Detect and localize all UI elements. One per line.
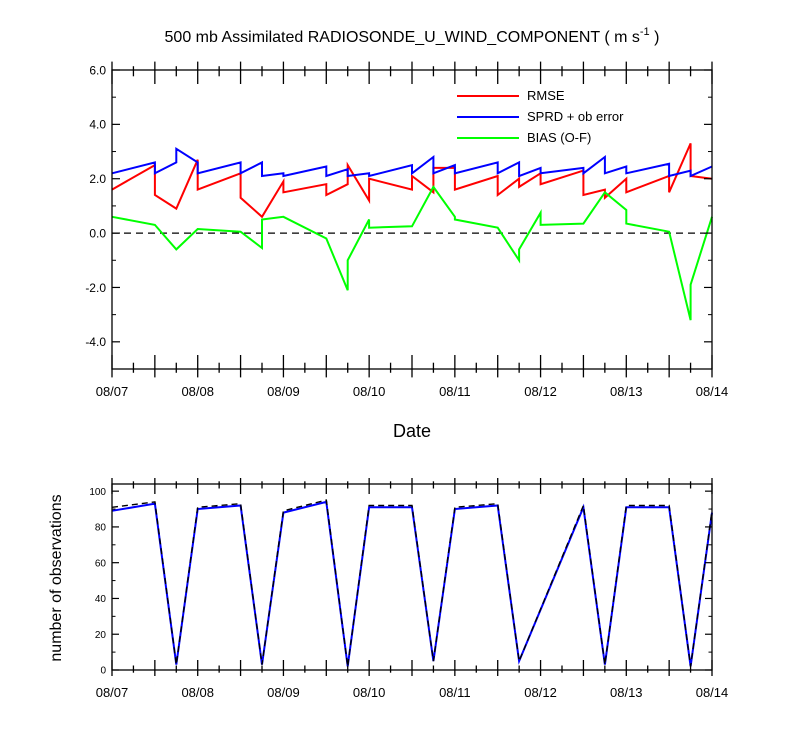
top-x-tick-label: 08/10	[353, 384, 386, 399]
bottom-axes-group: 0 20 40 60 80 100 08/07 08/08 08/09 08/10 08/11 08/…	[89, 478, 728, 700]
legend-label: BIAS (O-F)	[527, 130, 591, 145]
top-y-tick-label: 0.0	[89, 226, 106, 240]
legend-label: SPRD + ob error	[527, 109, 624, 124]
top-x-tick-label: 08/08	[181, 384, 214, 399]
bottom-y-tick-label: 0	[100, 666, 106, 677]
bottom-y-tick-label: 80	[95, 523, 107, 534]
top-y-tick-label: 4.0	[89, 118, 106, 132]
bottom-x-tick-label: 08/12	[524, 685, 557, 700]
chart-title-main: 500 mb Assimilated RADIOSONDE_U_WIND_COM…	[165, 29, 640, 46]
bottom-x-tick-label: 08/13	[610, 685, 643, 700]
top-series-group	[111, 142, 713, 321]
bottom-y-tick-label: 40	[95, 594, 107, 605]
top-x-tick-label: 08/12	[524, 384, 557, 399]
top-y-tick-label: -2.0	[85, 281, 106, 295]
top-x-tick-label: 08/13	[610, 384, 643, 399]
bottom-y-axis-label: number of observations	[48, 494, 65, 661]
top-x-tick-label: 08/11	[439, 384, 471, 399]
top-series-sprd-ob-error	[111, 146, 713, 178]
top-series-bias-o-f	[111, 185, 713, 321]
bottom-y-tick-label: 20	[95, 630, 107, 641]
top-x-tick-label: 08/09	[267, 384, 300, 399]
top-y-tick-label: 2.0	[89, 172, 106, 186]
bottom-y-tick-label: 60	[95, 558, 107, 569]
legend: RMSE SPRD + ob error BIAS (O-F)	[457, 88, 624, 145]
top-x-tick-label: 08/07	[96, 384, 129, 399]
chart-title-superscript: -1	[640, 26, 650, 38]
bottom-x-tick-label: 08/08	[181, 685, 214, 700]
bottom-series-total	[111, 499, 713, 667]
bottom-y-tick-label: 100	[89, 487, 106, 498]
top-plot-area: -4.0 -2.0 0.0 2.0 4.0 6.0 08/07 08/08 08/09 08/10…	[85, 61, 729, 399]
top-x-axis-label: Date	[393, 421, 431, 441]
bottom-series-group	[111, 499, 713, 667]
bottom-x-tick-label: 08/14	[696, 685, 729, 700]
bottom-x-tick-label: 08/10	[353, 685, 386, 700]
top-x-tick-label: 08/14	[696, 384, 729, 399]
top-series-rmse	[111, 142, 713, 219]
chart-title: 500 mb Assimilated RADIOSONDE_U_WIND_COM…	[165, 26, 660, 46]
top-y-tick-label: 6.0	[89, 63, 106, 77]
top-y-tick-label: -4.0	[85, 335, 106, 349]
top-axes-group: -4.0 -2.0 0.0 2.0 4.0 6.0 08/07 08/08 08/09 08/10…	[85, 61, 729, 399]
chart-title-end: )	[650, 29, 660, 46]
legend-label: RMSE	[527, 88, 565, 103]
bottom-plot-area: 0 20 40 60 80 100 08/07 08/08 08/09 08/10 08/11 08/…	[89, 478, 728, 700]
bottom-x-tick-label: 08/07	[96, 685, 129, 700]
bottom-x-tick-label: 08/11	[439, 685, 471, 700]
bottom-x-tick-label: 08/09	[267, 685, 300, 700]
